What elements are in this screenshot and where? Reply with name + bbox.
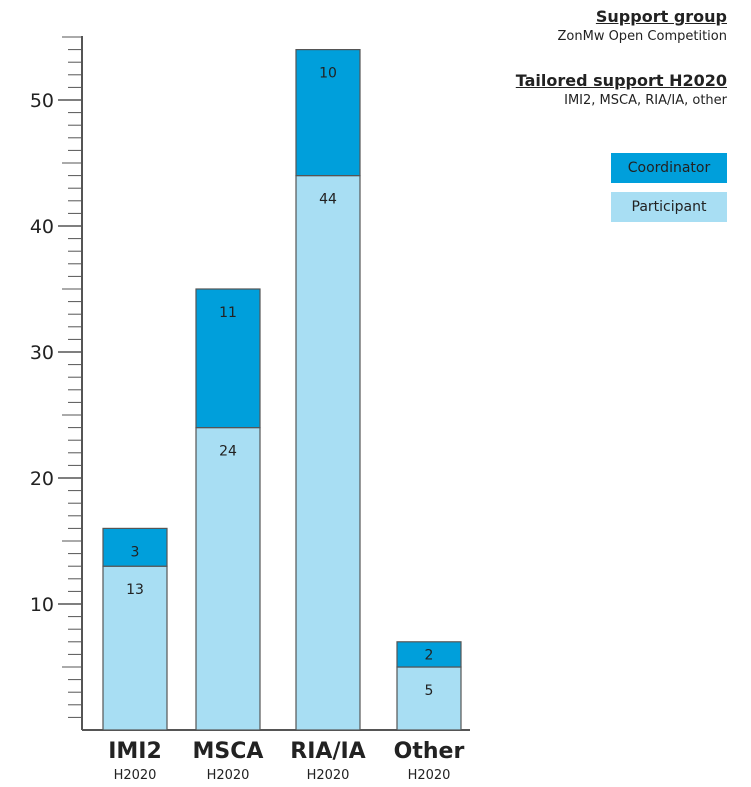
bar-coordinator-label: 2	[425, 647, 434, 663]
legend-coordinator: Coordinator	[611, 153, 727, 183]
bar-coordinator	[396, 641, 462, 668]
bar-participant	[102, 565, 168, 731]
x-category-sublabel: H2020	[207, 768, 250, 783]
x-category-sublabel: H2020	[114, 768, 157, 783]
legend-participant-label: Participant	[611, 192, 727, 222]
y-tick-label: 30	[30, 342, 54, 364]
support-group-title: Support group	[595, 7, 727, 26]
legend-participant: Participant	[611, 192, 727, 222]
legend-coordinator-label: Coordinator	[611, 153, 727, 183]
bar-participant	[396, 666, 462, 731]
y-tick-label: 40	[30, 216, 54, 238]
bar-coordinator-label: 3	[131, 544, 140, 560]
x-category-sublabel: H2020	[307, 768, 350, 783]
bar-coordinator	[195, 288, 261, 429]
bar-coordinator	[102, 527, 168, 567]
bar-participant-label: 5	[425, 683, 434, 699]
bar-participant	[295, 175, 361, 731]
bar-participant	[195, 427, 261, 731]
x-category-label: Other	[394, 739, 465, 764]
support-group-header: Support group ZonMw Open Competition	[557, 7, 728, 45]
x-category-label: MSCA	[193, 739, 264, 764]
bar-participant-label: 13	[126, 582, 144, 598]
y-tick-label: 10	[30, 594, 54, 616]
bar-participant-label: 24	[219, 444, 237, 460]
tailored-support-subtitle: IMI2, MSCA, RIA/IA, other	[564, 93, 727, 109]
bar-coordinator-label: 10	[319, 66, 337, 82]
y-tick-label: 20	[30, 468, 54, 490]
x-category-sublabel: H2020	[408, 768, 451, 783]
x-category-label: RIA/IA	[290, 739, 365, 764]
x-category-label: IMI2	[108, 739, 162, 764]
tailored-support-header: Tailored support H2020 IMI2, MSCA, RIA/I…	[515, 71, 727, 109]
bar-coordinator	[295, 48, 361, 177]
bar-participant-label: 44	[319, 192, 337, 208]
bar-coordinator-label: 11	[219, 305, 237, 321]
support-group-subtitle: ZonMw Open Competition	[557, 29, 728, 45]
tailored-support-title: Tailored support H2020	[515, 71, 727, 90]
y-tick-label: 50	[30, 90, 54, 112]
